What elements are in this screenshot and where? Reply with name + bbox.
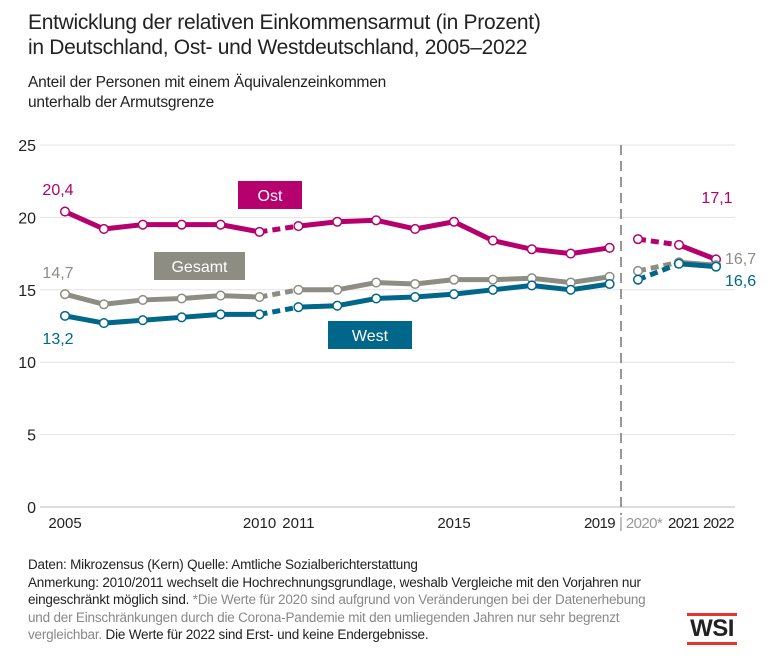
series-line-west (64, 311, 260, 326)
series-line-west (259, 304, 299, 317)
series-line-gesamt (637, 259, 680, 274)
x-tick-label: | 2020* (619, 515, 663, 532)
chart-subtitle: Anteil der Personen mit einem Äquivalenz… (28, 73, 386, 113)
data-point-gesamt (371, 277, 382, 288)
series-line-ost (63, 209, 260, 235)
footer: Daten: Mikrozensus (Kern) Quelle: Amtlic… (28, 556, 668, 644)
data-point-west (293, 302, 304, 313)
data-point-ost (59, 206, 71, 217)
data-label: 13,2 (42, 331, 73, 348)
data-point-gesamt (632, 265, 644, 277)
data-point-west (410, 291, 421, 303)
data-point-west (710, 261, 722, 272)
legend-label: West (352, 328, 389, 345)
data-point-gesamt (137, 294, 148, 305)
source-line: Daten: Mikrozensus (Kern) Quelle: Amtlic… (28, 557, 418, 572)
data-label: 16,6 (725, 273, 756, 290)
x-tick-label: 2005 (48, 515, 81, 532)
x-tick-label: 2011 (282, 515, 314, 532)
line-chart: 0 5 10 15 20 25 2005 2010 2011 2015 2019 | 2020* 202… (18, 138, 756, 532)
legend-label: Gesamt (171, 259, 228, 276)
data-point-west (487, 284, 498, 295)
x-tick-label: 2021 (668, 515, 699, 532)
data-point-gesamt (293, 284, 304, 295)
data-point-ost (254, 226, 265, 237)
subtitle-line: unterhalb der Armutsgrenze (28, 94, 215, 111)
series-line-ost (637, 236, 680, 248)
data-point-west (448, 289, 460, 300)
data-point-west (176, 312, 187, 323)
data-point-west (215, 309, 226, 320)
series-line-ost (259, 223, 299, 235)
data-point-gesamt (448, 274, 460, 285)
series-line-gesamt (259, 287, 299, 300)
data-point-ost (332, 216, 343, 227)
wsi-logo: WSI (687, 613, 737, 645)
data-point-west (673, 258, 685, 269)
x-tick-label: 2022 (703, 515, 734, 532)
data-point-west (604, 278, 615, 290)
legend-box-ost (238, 181, 302, 209)
data-point-ost (565, 248, 576, 259)
data-point-gesamt (410, 278, 421, 290)
subtitle-line: Anteil der Personen mit einem Äquivalenz… (28, 74, 387, 91)
data-label: 17,1 (701, 190, 732, 207)
series-line-west (678, 261, 717, 270)
data-point-west (371, 293, 382, 304)
data-label: 16,7 (725, 251, 756, 268)
y-tick-label: 0 (27, 500, 36, 517)
data-point-gesamt (215, 290, 226, 301)
data-label: 20,4 (42, 182, 73, 199)
data-point-west (632, 274, 644, 285)
title-line: Entwicklung der relativen Einkommensarmu… (28, 11, 541, 34)
y-tick-label: 15 (18, 283, 36, 300)
series-line-ost (678, 242, 717, 262)
y-tick-label: 20 (18, 210, 36, 227)
legend-label: Ost (258, 188, 283, 205)
data-point-ost (487, 235, 498, 246)
data-point-ost (448, 216, 460, 227)
x-tick-label: 2010 (243, 515, 276, 532)
note-2020: *Die Werte für 2020 sind aufgrund von Ve… (28, 592, 646, 642)
series-line-west (637, 261, 680, 282)
y-tick-label: 25 (18, 138, 36, 155)
data-point-gesamt (59, 289, 71, 300)
data-point-ost (632, 234, 644, 245)
x-tick-label: 2019 (584, 515, 615, 532)
data-point-ost (371, 215, 382, 226)
data-point-west (254, 309, 265, 320)
title-line: in Deutschland, Ost- und Westdeutschland… (28, 36, 528, 59)
data-label: 14,7 (42, 265, 73, 282)
data-point-west (98, 318, 109, 329)
data-point-gesamt (98, 299, 109, 310)
y-tick-label: 10 (18, 355, 36, 372)
data-point-ost (526, 244, 537, 255)
data-point-west (332, 300, 343, 311)
data-point-ost (410, 223, 421, 235)
data-point-ost (137, 219, 148, 230)
legend-box-west (328, 321, 412, 349)
data-point-west (59, 310, 71, 321)
data-point-west (526, 280, 537, 291)
data-point-gesamt (254, 291, 265, 303)
chart-title: Entwicklung der relativen Einkommensarmu… (28, 10, 541, 60)
series-line-gesamt (64, 291, 260, 307)
data-point-west (565, 284, 576, 295)
data-point-ost (604, 242, 615, 253)
x-tick-label: 2015 (437, 515, 470, 532)
note-2022: Die Werte für 2022 sind Erst- und keine … (105, 627, 429, 642)
data-point-gesamt (176, 293, 187, 304)
data-point-ost (673, 239, 685, 250)
legend-box-gesamt (154, 252, 245, 280)
data-point-ost (98, 223, 109, 235)
data-point-gesamt (332, 284, 343, 295)
data-point-ost (176, 219, 187, 230)
note-break: Anmerkung: 2010/2011 wechselt die Hochre… (28, 574, 641, 608)
data-point-ost (215, 219, 226, 230)
y-tick-label: 5 (27, 428, 36, 445)
data-point-ost (293, 221, 304, 232)
data-point-west (137, 315, 148, 326)
data-point-gesamt (487, 274, 498, 285)
